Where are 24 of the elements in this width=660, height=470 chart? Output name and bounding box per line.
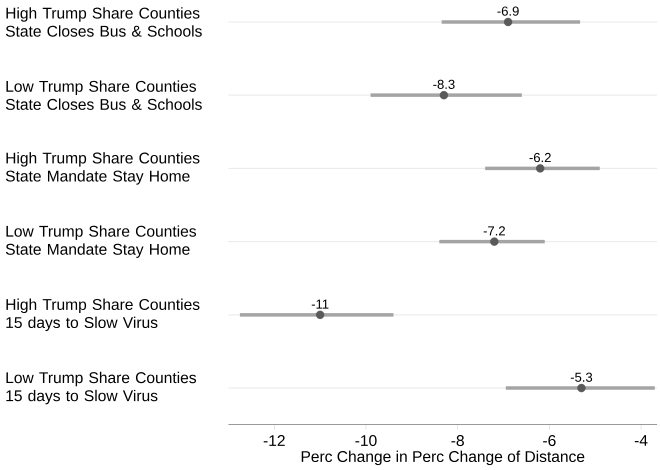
y-tick-label: Low Trump Share Counties State Closes Bus & Schools xyxy=(6,80,202,110)
point xyxy=(316,310,324,319)
data-label: -6.2 xyxy=(530,152,551,162)
y-tick-label: High Trump Share Counties State Closes Bus & Schools xyxy=(6,7,202,37)
x-tick-label: -6 xyxy=(543,434,556,446)
x-tick-label: -8 xyxy=(451,434,464,446)
data-label: -8.3 xyxy=(433,80,455,89)
data-label: -6.9 xyxy=(497,6,519,16)
y-tick-label: High Trump Share Counties 15 days to Slow Virus xyxy=(6,298,200,331)
x-tick-label: -10 xyxy=(355,434,377,446)
data-label: -5.3 xyxy=(570,372,592,382)
point xyxy=(490,237,499,246)
data-label: -11 xyxy=(312,299,328,308)
x-tick-label: -4 xyxy=(634,434,648,446)
x-tick-label: -12 xyxy=(264,434,285,446)
y-tick-label: Low Trump Share Counties 15 days to Slow Virus xyxy=(6,372,196,404)
point xyxy=(536,164,544,172)
x-axis-title: Perc Change in Perc Change of Distance xyxy=(302,450,584,465)
y-tick-label: High Trump Share Counties State Mandate Stay Home xyxy=(6,152,200,185)
y-tick-label: Low Trump Share Counties State Mandate Stay Home xyxy=(6,225,196,258)
point xyxy=(504,18,512,26)
point xyxy=(577,384,586,392)
point xyxy=(440,90,448,100)
data-label: -7.2 xyxy=(484,226,505,236)
